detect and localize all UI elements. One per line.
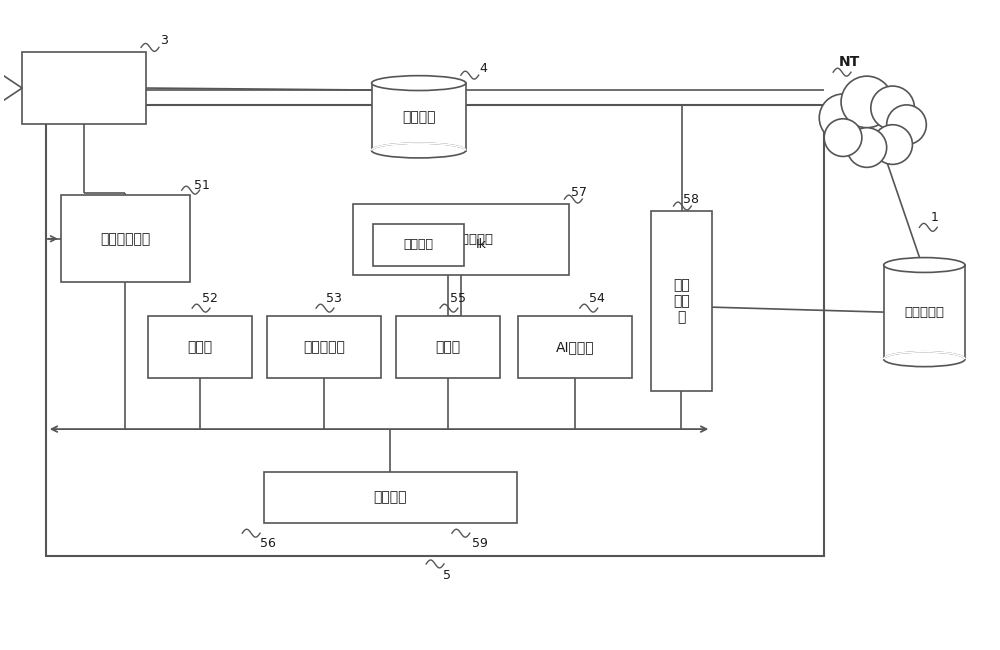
Text: 网络
通信
部: 网络 通信 部 xyxy=(673,278,690,324)
Bar xyxy=(264,472,517,523)
Text: 雾服务器: 雾服务器 xyxy=(402,110,435,124)
Text: 57: 57 xyxy=(571,186,587,199)
Text: 55: 55 xyxy=(450,292,466,305)
Text: 53: 53 xyxy=(326,292,342,305)
Bar xyxy=(148,316,252,378)
Bar xyxy=(518,316,632,378)
Bar xyxy=(61,195,190,282)
Circle shape xyxy=(887,105,926,144)
Bar xyxy=(22,53,146,124)
Bar xyxy=(396,316,500,378)
Text: NT: NT xyxy=(838,55,860,70)
Bar xyxy=(651,211,712,391)
Text: 54: 54 xyxy=(589,292,605,305)
Text: 图像处理部: 图像处理部 xyxy=(303,340,345,354)
Ellipse shape xyxy=(884,352,965,367)
Text: 非易失性存储器部: 非易失性存储器部 xyxy=(429,233,493,246)
Bar xyxy=(884,265,965,359)
Text: 服务器装置: 服务器装置 xyxy=(904,306,944,318)
Circle shape xyxy=(871,86,914,130)
Text: 设备间通信部: 设备间通信部 xyxy=(100,232,150,246)
Text: 5: 5 xyxy=(443,569,451,582)
Text: 51: 51 xyxy=(194,179,210,192)
Ellipse shape xyxy=(372,143,466,158)
Text: 控制部: 控制部 xyxy=(435,340,461,354)
Ellipse shape xyxy=(372,75,466,90)
Text: 4: 4 xyxy=(480,62,488,75)
Text: 3: 3 xyxy=(160,34,168,47)
Text: 存储器部: 存储器部 xyxy=(374,491,407,504)
Text: 解码器: 解码器 xyxy=(188,340,213,354)
Text: 59: 59 xyxy=(472,537,488,550)
Circle shape xyxy=(847,127,887,167)
Text: Ik: Ik xyxy=(476,238,487,251)
Circle shape xyxy=(819,94,867,142)
Text: AI处理部: AI处理部 xyxy=(556,340,594,354)
Text: 密钥信息: 密钥信息 xyxy=(404,238,434,251)
Bar xyxy=(267,316,381,378)
Bar xyxy=(372,83,466,151)
Circle shape xyxy=(873,125,912,164)
Text: 56: 56 xyxy=(260,537,276,550)
Circle shape xyxy=(841,76,893,127)
Bar xyxy=(373,224,464,265)
Bar xyxy=(353,204,569,276)
Bar xyxy=(46,105,824,556)
Text: 1: 1 xyxy=(930,211,938,224)
Text: 52: 52 xyxy=(202,292,218,305)
Text: 58: 58 xyxy=(683,192,699,205)
Ellipse shape xyxy=(884,257,965,272)
Circle shape xyxy=(824,119,862,157)
